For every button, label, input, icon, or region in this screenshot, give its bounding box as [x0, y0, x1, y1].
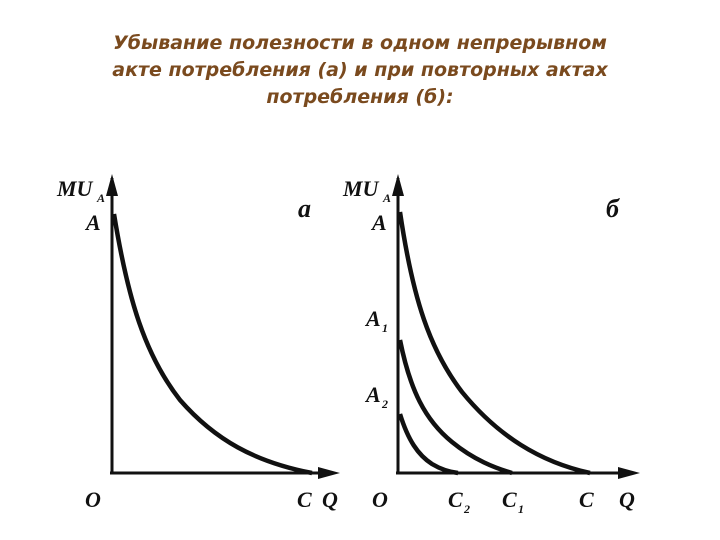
caption: Убывание полезности в одном непрерывном …: [0, 30, 720, 111]
graph-a-x-arrow: [318, 467, 340, 479]
caption-line-2: акте потребления (а) и при повторных акт…: [112, 59, 608, 81]
graph-b-y-arrow: [392, 174, 404, 196]
graph-b: MU A A A 1 A 2 б O C 2 C 1 C Q: [342, 174, 640, 516]
graph-b-x-tick-c1-sub: 1: [518, 502, 524, 516]
graph-b-y-tick-a2-sub: 2: [381, 397, 388, 411]
graph-b-x-tick-c1: C: [502, 487, 517, 512]
graph-b-y-tick-a1: A: [364, 306, 381, 331]
graph-b-y-tick-a1-sub: 1: [382, 321, 388, 335]
graph-b-origin: O: [372, 487, 388, 512]
graph-a-y-arrow: [106, 174, 118, 196]
graph-a-origin: O: [85, 487, 101, 512]
graph-a-x-axis-label: Q: [322, 487, 338, 512]
graph-b-panel-label: б: [606, 194, 620, 223]
graph-a-curve: [111, 213, 313, 476]
graph-a-y-axis-label: MU: [56, 176, 94, 201]
graph-b-curve-a2: [397, 413, 459, 476]
caption-line-3: потребления (б):: [266, 86, 454, 108]
graph-b-y-tick-a2: A: [364, 382, 381, 407]
graph-a-y-axis-sub: A: [96, 191, 105, 205]
graph-b-x-arrow: [618, 467, 640, 479]
graph-b-x-tick-c: C: [579, 487, 594, 512]
graph-b-y-tick-a: A: [370, 210, 387, 235]
graph-b-x-tick-c2: C: [448, 487, 463, 512]
graph-b-y-axis-sub: A: [382, 191, 391, 205]
graph-b-curve-a1: [397, 339, 513, 476]
graph-b-y-axis-label: MU: [342, 176, 380, 201]
graph-a: MU A A a O C Q: [56, 174, 340, 512]
graph-a-panel-label: a: [298, 194, 311, 223]
graph-b-curve-a: [397, 211, 591, 476]
caption-line-1: Убывание полезности в одном непрерывном: [113, 32, 607, 54]
graph-a-x-tick-c: C: [297, 487, 312, 512]
graph-b-x-axis-label: Q: [619, 487, 635, 512]
graph-a-y-tick-a: A: [84, 210, 101, 235]
graph-b-x-tick-c2-sub: 2: [463, 502, 470, 516]
